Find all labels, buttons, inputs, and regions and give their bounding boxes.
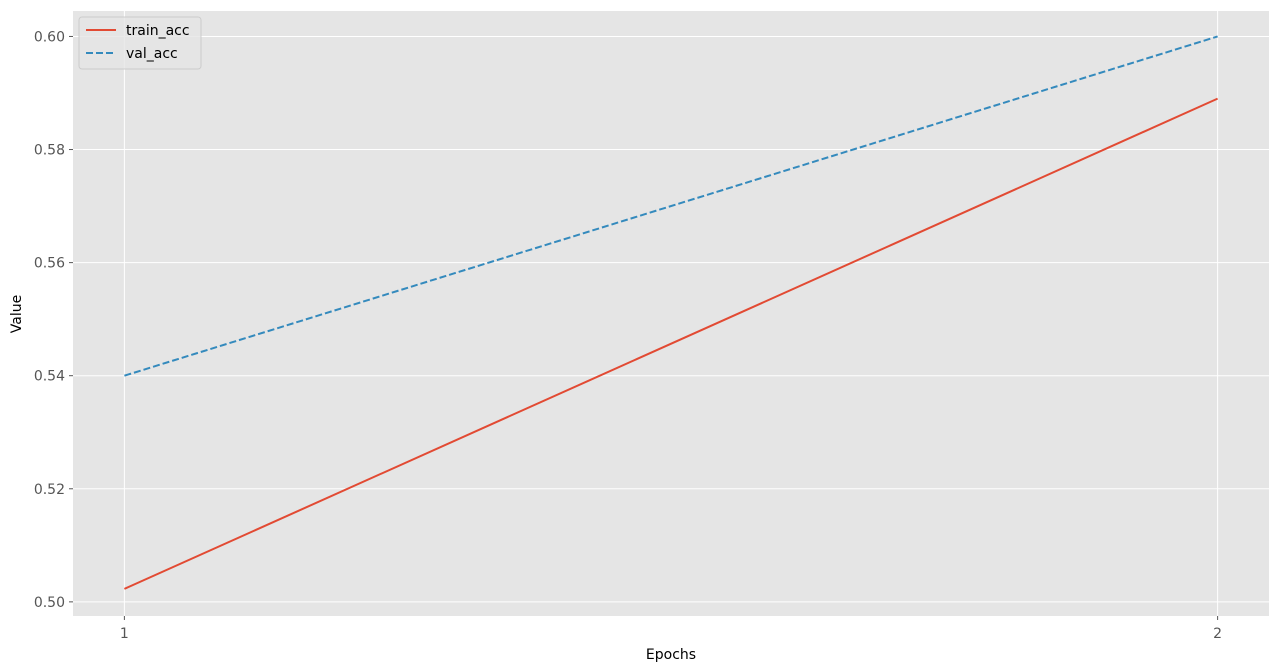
- series-layer: [123, 35, 1219, 590]
- x-axis-label: Epochs: [646, 647, 696, 663]
- y-tick-label: 0.56: [34, 256, 65, 272]
- y-axis-label: Value: [9, 295, 25, 333]
- y-tick-label: 0.50: [34, 595, 65, 611]
- y-tick-label: 0.54: [34, 369, 65, 385]
- legend-label-train-acc: train_acc: [126, 23, 190, 39]
- y-tick-label: 0.52: [34, 482, 65, 498]
- y-tick-label: 0.58: [34, 143, 65, 159]
- y-grid: [73, 35, 1269, 603]
- x-tick-label: 2: [1213, 626, 1222, 642]
- legend: train_acc val_acc: [78, 16, 202, 70]
- plot-area: [73, 11, 1269, 616]
- legend-label-val-acc: val_acc: [126, 46, 178, 62]
- y-tick-label: 0.60: [34, 29, 65, 45]
- series-line-val-acc: [124, 35, 1218, 377]
- series-line-train-acc: [123, 97, 1219, 590]
- x-grid: [123, 11, 1219, 616]
- y-ticks: 0.50 0.52 0.54 0.56 0.58 0.60: [34, 29, 73, 611]
- x-tick-label: 1: [120, 626, 129, 642]
